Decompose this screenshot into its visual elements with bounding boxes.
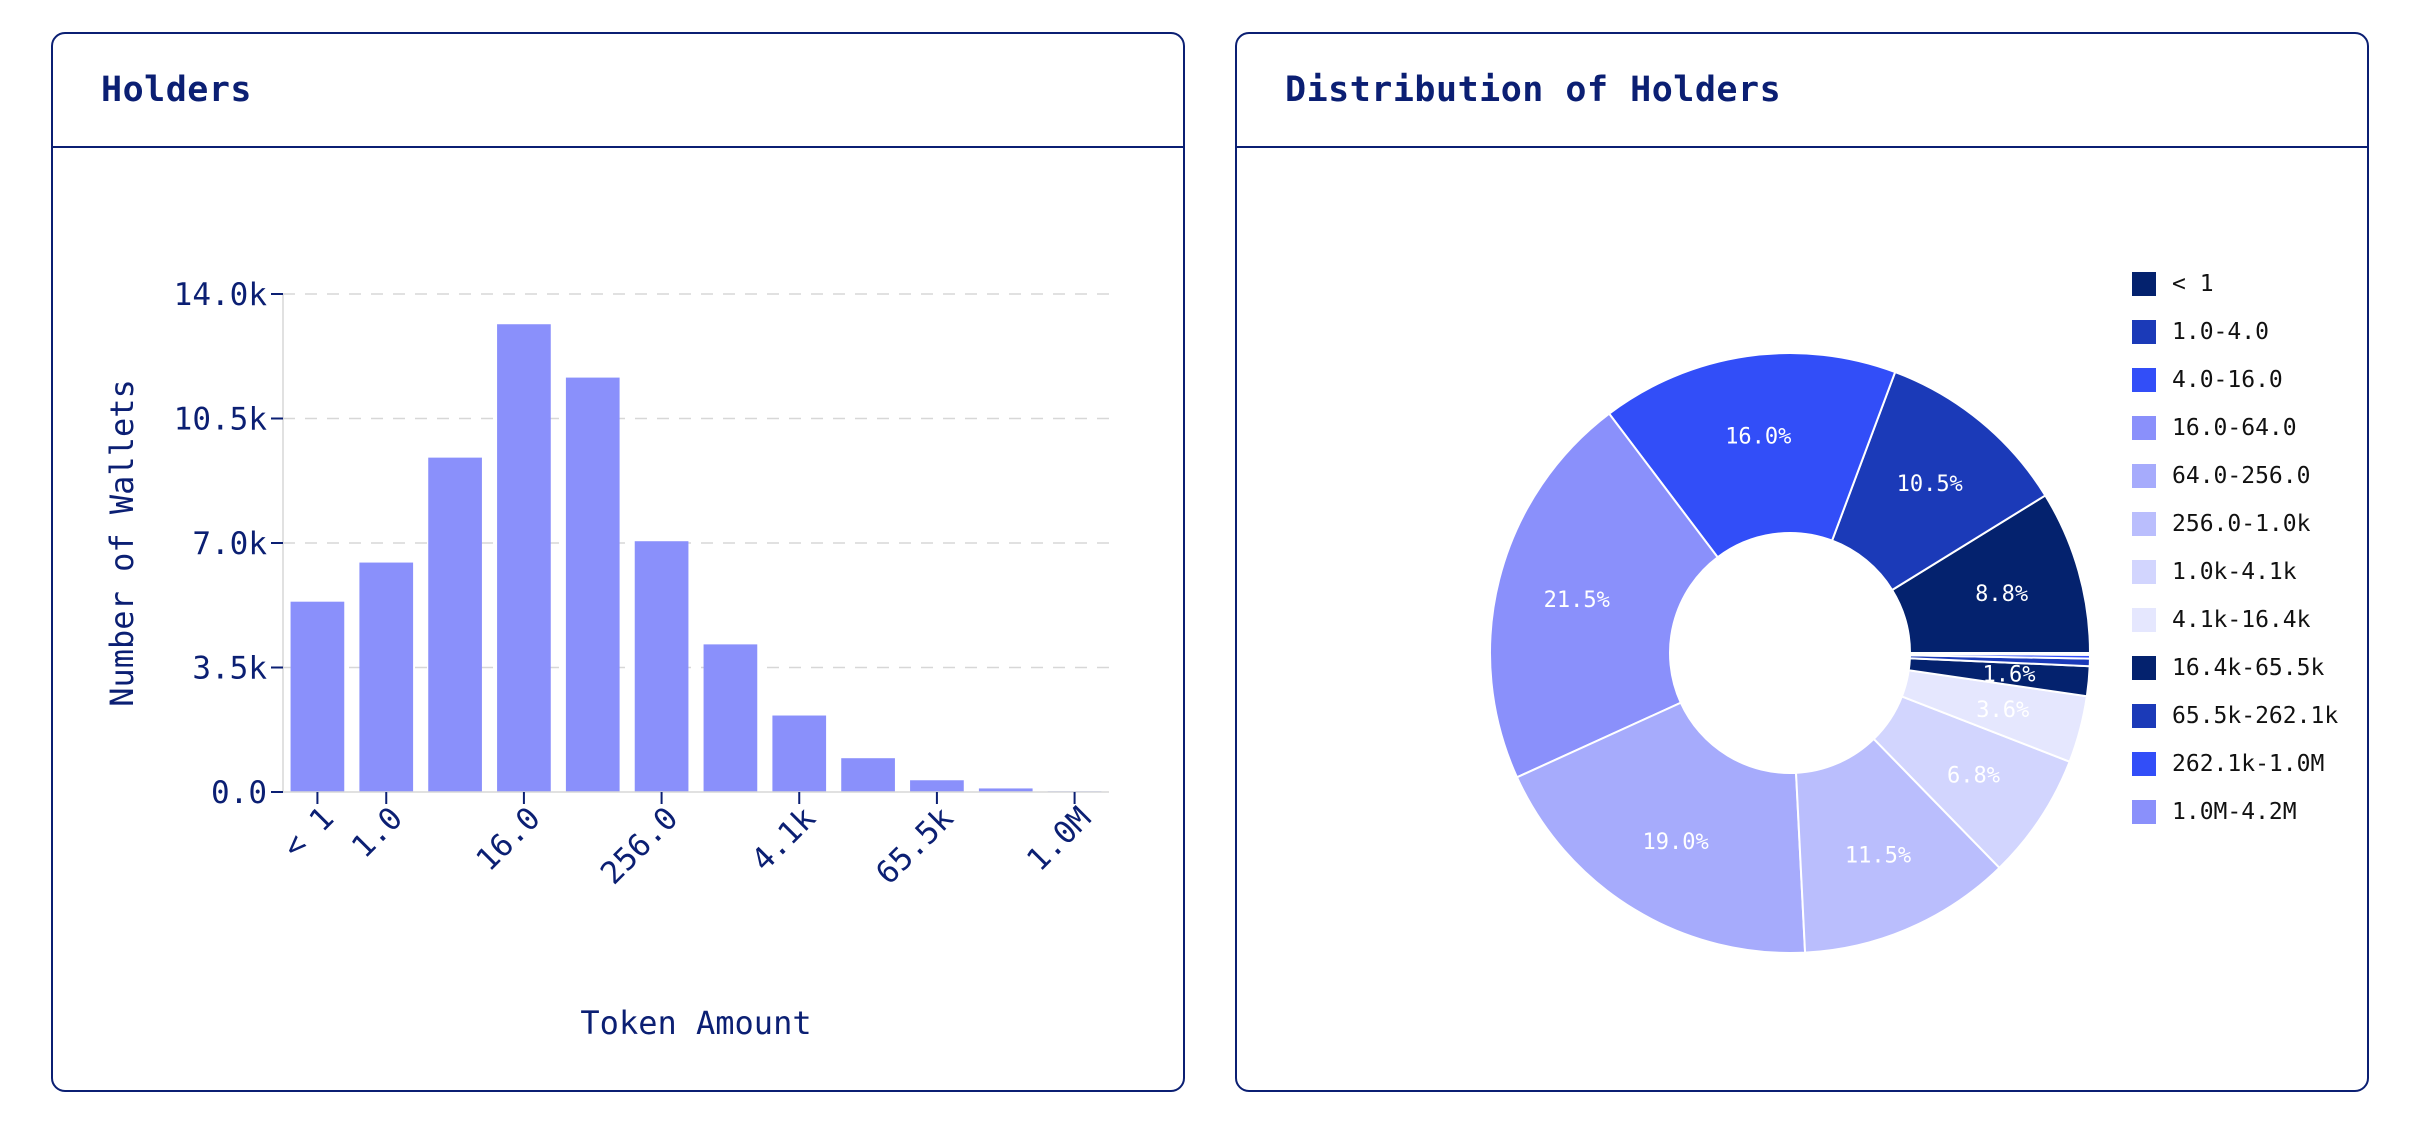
y-tick-label: 10.5k <box>174 402 268 438</box>
y-tick-label: 7.0k <box>192 526 267 562</box>
pie-slice <box>1489 412 1720 779</box>
legend-label: 4.0-16.0 <box>2172 367 2283 393</box>
x-tick-label: 1.0M <box>1020 800 1098 878</box>
legend-item: 4.1k-16.4k <box>2132 596 2338 644</box>
slice-label: 3.6% <box>1976 698 2029 723</box>
slice-label: 10.5% <box>1897 472 1963 497</box>
y-axis-title: Number of Wallets <box>103 379 141 707</box>
holders-card: Holders 0.0 3.5k 7.0k 10.5k 14.0k < 1 1.0 16.0 2… <box>51 32 1185 1092</box>
legend-item: 262.1k-1.0M <box>2132 740 2338 788</box>
legend-item: 64.0-256.0 <box>2132 452 2338 500</box>
distribution-card: Distribution of Holders 8.8% 10.5% 16.0% 21… <box>1235 32 2369 1092</box>
bar <box>703 644 758 792</box>
bar <box>497 324 551 792</box>
legend-swatch <box>2132 512 2156 536</box>
legend-item: 4.0-16.0 <box>2132 356 2338 404</box>
x-tick-label: 16.0 <box>469 800 547 878</box>
legend-swatch <box>2132 464 2156 488</box>
bar <box>359 562 414 792</box>
pie-slice <box>1607 352 1897 559</box>
bar <box>772 715 827 792</box>
holders-card-title: Holders <box>101 70 253 110</box>
legend-swatch <box>2132 752 2156 776</box>
bar <box>978 788 1033 792</box>
distribution-legend: < 1 1.0-4.0 4.0-16.0 16.0-64.0 64.0-256.0 256… <box>2132 260 2338 836</box>
legend-label: 262.1k-1.0M <box>2172 751 2325 777</box>
slice-label: 1.6% <box>1983 663 2036 688</box>
slice-label: 16.0% <box>1725 424 1791 449</box>
legend-item: 1.0-4.0 <box>2132 308 2338 356</box>
pie-slice <box>1830 370 2047 592</box>
y-tick-label: 0.0 <box>211 775 267 811</box>
legend-label: 256.0-1.0k <box>2172 511 2311 537</box>
x-tick-label: 1.0 <box>345 800 410 865</box>
slice-label: 19.0% <box>1643 830 1709 855</box>
distribution-donut-chart: 8.8% 10.5% 16.0% 21.5% 19.0% 11.5% 6.8% 3.6% 1.6… <box>1489 352 2092 954</box>
legend-swatch <box>2132 320 2156 344</box>
legend-label: 65.5k-262.1k <box>2172 703 2339 729</box>
legend-item: 1.0k-4.1k <box>2132 548 2338 596</box>
legend-label: 16.4k-65.5k <box>2172 655 2325 681</box>
pie-slice <box>1515 701 1807 954</box>
distribution-card-title: Distribution of Holders <box>1285 70 1782 110</box>
legend-label: 1.0M-4.2M <box>2172 799 2297 825</box>
bar <box>290 601 345 792</box>
legend-item: 16.0-64.0 <box>2132 404 2338 452</box>
legend-label: < 1 <box>2172 271 2214 297</box>
y-tick-label: 14.0k <box>174 277 268 313</box>
x-axis-title: Token Amount <box>580 1004 811 1042</box>
legend-label: 1.0-4.0 <box>2172 319 2269 345</box>
legend-label: 1.0k-4.1k <box>2172 559 2297 585</box>
pie-slice <box>1908 652 2092 656</box>
legend-swatch <box>2132 608 2156 632</box>
legend-item: 65.5k-262.1k <box>2132 692 2338 740</box>
slice-label: 21.5% <box>1544 588 1610 613</box>
y-tick-label: 3.5k <box>192 651 267 687</box>
x-tick-label: 65.5k <box>869 800 961 892</box>
legend-item: 1.0M-4.2M <box>2132 788 2338 836</box>
legend-swatch <box>2132 800 2156 824</box>
legend-label: 16.0-64.0 <box>2172 415 2297 441</box>
bar <box>565 377 620 792</box>
bar <box>841 758 895 792</box>
legend-label: 4.1k-16.4k <box>2172 607 2311 633</box>
bar <box>634 541 689 792</box>
bar <box>910 780 964 792</box>
slice-label: 6.8% <box>1947 763 2000 788</box>
legend-swatch <box>2132 656 2156 680</box>
legend-swatch <box>2132 560 2156 584</box>
bar <box>428 457 482 792</box>
legend-item: < 1 <box>2132 260 2338 308</box>
x-tick-label: 4.1k <box>745 800 823 878</box>
legend-swatch <box>2132 704 2156 728</box>
x-tick-label: < 1 <box>276 800 341 865</box>
legend-swatch <box>2132 272 2156 296</box>
distribution-card-header: Distribution of Holders <box>1237 34 2367 148</box>
x-tick-label: 256.0 <box>594 800 685 891</box>
slice-label: 8.8% <box>1975 582 2028 607</box>
legend-swatch <box>2132 368 2156 392</box>
legend-swatch <box>2132 416 2156 440</box>
legend-item: 16.4k-65.5k <box>2132 644 2338 692</box>
holders-card-header: Holders <box>53 34 1183 148</box>
legend-label: 64.0-256.0 <box>2172 463 2311 489</box>
legend-item: 256.0-1.0k <box>2132 500 2338 548</box>
pie-slice <box>1794 737 2001 954</box>
holders-bar-chart: 0.0 3.5k 7.0k 10.5k 14.0k < 1 1.0 16.0 256.0 4.1k… <box>103 277 1109 1042</box>
slice-label: 11.5% <box>1845 844 1911 869</box>
